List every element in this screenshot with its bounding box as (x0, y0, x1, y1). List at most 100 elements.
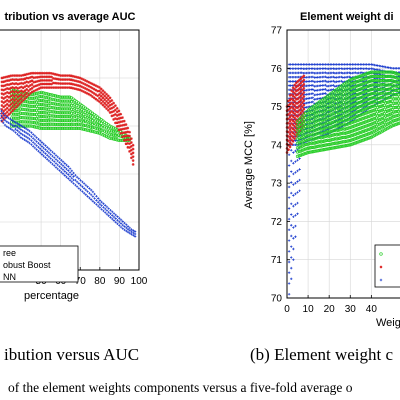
right-point (346, 122, 350, 126)
right-point (316, 123, 320, 127)
left-point (81, 127, 86, 131)
right-point (350, 90, 355, 94)
right-point (376, 79, 380, 83)
left-point (53, 102, 58, 106)
left-point (20, 103, 24, 107)
left-point (0, 114, 3, 118)
left-point (72, 175, 75, 178)
right-point (294, 85, 298, 89)
left-point (74, 173, 77, 177)
left-point (108, 111, 112, 114)
right-point (352, 111, 356, 115)
left-point (92, 83, 96, 87)
left-point (46, 119, 51, 123)
right-point (343, 144, 347, 148)
left-point (121, 131, 124, 135)
left-point (130, 228, 133, 231)
right-point (299, 107, 303, 110)
right-point (373, 104, 377, 108)
left-point (96, 197, 100, 200)
right-point (294, 235, 297, 238)
right-point (339, 136, 344, 140)
right-y-tick-label: 77 (271, 26, 283, 37)
right-point (354, 93, 358, 97)
left-point (97, 131, 102, 135)
right-point (314, 136, 319, 140)
left-point (84, 183, 88, 187)
left-point (100, 200, 103, 204)
right-point (347, 139, 352, 143)
right-point (395, 76, 399, 80)
left-point (3, 119, 7, 122)
right-point (362, 112, 366, 116)
right-point (350, 77, 355, 81)
right-point (358, 126, 363, 130)
right-point (374, 103, 378, 108)
right-point (384, 110, 388, 114)
left-point (38, 143, 42, 146)
left-point (128, 146, 131, 149)
left-point (20, 81, 23, 85)
right-point (371, 79, 375, 83)
left-point (128, 231, 132, 235)
right-point (363, 111, 367, 116)
left-point (27, 93, 30, 97)
right-point (322, 147, 326, 152)
right-point (391, 119, 396, 123)
left-point (85, 124, 89, 128)
right-point (291, 94, 295, 98)
left-point (22, 107, 26, 112)
right-point (377, 70, 382, 74)
right-point (322, 118, 326, 122)
left-point (87, 128, 91, 133)
left-point (69, 78, 73, 82)
right-point (290, 159, 293, 163)
right-caption: (b) Element weight c (250, 345, 393, 364)
right-point (391, 110, 396, 114)
right-point (376, 110, 380, 114)
left-point (12, 74, 16, 77)
right-point (344, 127, 348, 131)
right-point (350, 85, 355, 90)
left-point (74, 111, 79, 115)
right-point (380, 104, 385, 108)
right-point (369, 70, 374, 74)
left-point (106, 105, 110, 109)
right-point (291, 106, 295, 110)
right-point (297, 87, 301, 91)
right-point (352, 102, 356, 107)
left-point (31, 112, 35, 117)
right-point (335, 112, 339, 116)
left-point (5, 114, 9, 118)
left-point (124, 142, 128, 146)
right-point (362, 116, 366, 120)
left-point (20, 85, 23, 89)
right-point (292, 258, 295, 261)
left-series-blue (0, 107, 137, 238)
right-point (316, 140, 320, 144)
left-point (109, 212, 112, 215)
left-point (67, 165, 70, 168)
left-point (16, 122, 19, 125)
left-point (7, 108, 11, 112)
left-point (53, 72, 57, 76)
left-point (27, 124, 31, 128)
right-point (390, 95, 394, 99)
left-point (19, 124, 23, 127)
left-point (89, 188, 93, 192)
left-point (74, 75, 78, 79)
left-point (64, 99, 68, 103)
left-point (129, 148, 133, 152)
left-point (92, 92, 96, 95)
right-point (319, 127, 323, 132)
right-point (391, 114, 396, 119)
right-point (349, 86, 353, 90)
right-point (380, 116, 385, 121)
left-point (48, 101, 52, 105)
left-point (17, 109, 21, 113)
left-point (89, 93, 92, 97)
right-point (357, 79, 361, 83)
left-point (41, 79, 45, 82)
right-point (354, 106, 358, 110)
left-point (51, 81, 55, 85)
